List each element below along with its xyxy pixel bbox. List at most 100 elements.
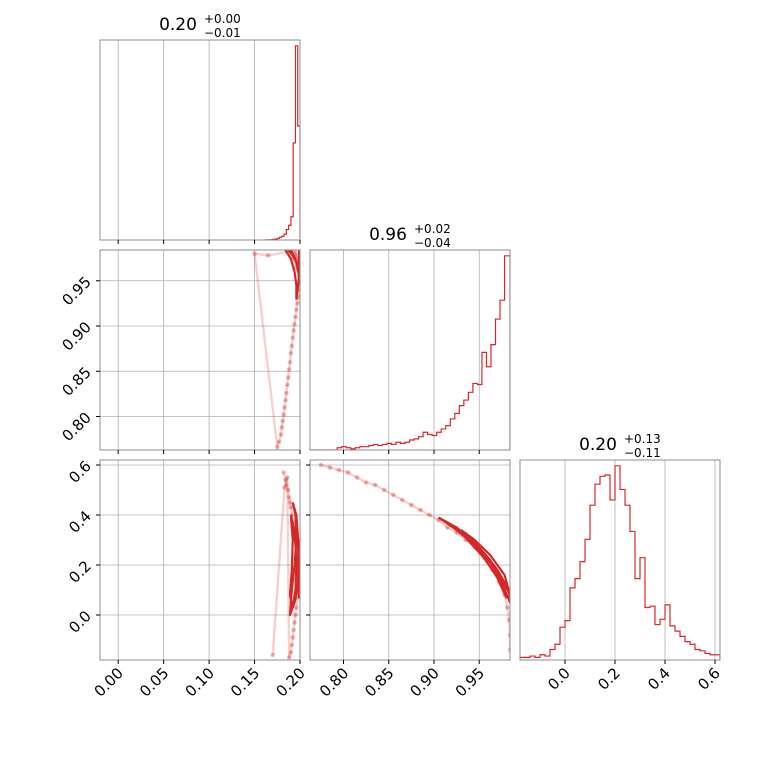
density-trace bbox=[277, 433, 283, 444]
sample-point bbox=[506, 617, 510, 623]
density-trace bbox=[286, 488, 291, 499]
density-trace bbox=[295, 596, 299, 609]
density-trace bbox=[383, 488, 395, 497]
y-tick-label: 0.2 bbox=[65, 557, 95, 587]
density-trace bbox=[292, 621, 296, 632]
sample-point bbox=[282, 405, 287, 410]
density-trace bbox=[337, 468, 350, 474]
density-trace bbox=[287, 361, 292, 371]
sample-point bbox=[399, 497, 405, 503]
density-trace bbox=[364, 481, 377, 487]
density-trace bbox=[293, 613, 297, 624]
panel-frame bbox=[99, 249, 301, 451]
y-tick-label: 0.85 bbox=[58, 363, 94, 399]
panel-frame bbox=[519, 459, 721, 661]
x-tick-label: 0.80 bbox=[316, 664, 352, 700]
x-tick-label: 0.10 bbox=[182, 664, 218, 700]
density-trace bbox=[291, 628, 295, 639]
sample-point bbox=[345, 470, 351, 475]
density-trace bbox=[287, 651, 293, 659]
density-trace bbox=[373, 483, 386, 492]
density-trace bbox=[253, 252, 279, 449]
sample-point bbox=[274, 444, 280, 450]
sample-point bbox=[354, 475, 360, 480]
panel-contents bbox=[318, 462, 510, 653]
y-tick-label: 0.80 bbox=[58, 409, 94, 445]
density-trace bbox=[283, 476, 289, 489]
sample-point bbox=[276, 439, 282, 445]
density-trace bbox=[319, 463, 332, 469]
density-trace bbox=[289, 643, 294, 654]
density-trace bbox=[282, 406, 286, 416]
contour-line bbox=[288, 514, 298, 609]
sample-point bbox=[252, 251, 257, 257]
x-tick-label: 0.00 bbox=[91, 664, 127, 700]
y-tick-label: 0.4 bbox=[65, 507, 95, 537]
panel-p1-hist: 0.96 +0.02−0.04 bbox=[309, 222, 511, 451]
density-trace bbox=[288, 351, 293, 364]
density-trace bbox=[286, 476, 291, 659]
density-trace bbox=[286, 376, 290, 387]
density-trace bbox=[392, 493, 404, 502]
sample-point bbox=[285, 487, 291, 493]
sample-point bbox=[504, 605, 510, 610]
x-tick-label: 0.4 bbox=[644, 664, 674, 694]
density-trace bbox=[419, 508, 431, 517]
sample-point bbox=[445, 525, 450, 530]
sample-point bbox=[285, 375, 291, 381]
panel-p2-vs-p0 bbox=[99, 459, 301, 661]
panel-frame bbox=[99, 459, 301, 661]
density-trace bbox=[293, 315, 297, 326]
hist-title-minus: −0.01 bbox=[204, 26, 241, 40]
sample-point bbox=[292, 620, 297, 625]
panel-frame bbox=[309, 249, 511, 451]
x-tick-label: 0.15 bbox=[227, 664, 263, 700]
panel-p2-hist: 0.20 +0.13−0.11 bbox=[519, 432, 721, 661]
sample-point bbox=[288, 350, 294, 356]
density-trace bbox=[355, 476, 368, 484]
density-trace bbox=[446, 526, 458, 534]
hist-title-minus: −0.11 bbox=[624, 446, 661, 460]
x-tick-label: 0.90 bbox=[406, 664, 442, 700]
sample-point bbox=[290, 635, 296, 640]
density-trace bbox=[437, 518, 449, 529]
density-trace bbox=[284, 478, 288, 487]
density-trace bbox=[290, 336, 294, 348]
sample-point bbox=[294, 300, 300, 306]
sample-point bbox=[284, 475, 290, 480]
hist-title-median: 0.96 bbox=[369, 225, 407, 245]
density-trace bbox=[293, 250, 297, 255]
hist-title-median: 0.20 bbox=[579, 435, 617, 455]
sample-point bbox=[289, 642, 295, 648]
x-tick-label: 0.05 bbox=[136, 664, 172, 700]
sample-point bbox=[286, 655, 292, 660]
density-trace bbox=[285, 383, 289, 395]
sample-point bbox=[390, 492, 396, 498]
density-trace bbox=[276, 440, 281, 449]
sample-point bbox=[363, 480, 369, 485]
sample-point bbox=[270, 652, 276, 658]
hist-title-plus: +0.00 bbox=[204, 12, 241, 26]
sample-point bbox=[282, 485, 287, 490]
density-trace bbox=[286, 368, 291, 379]
y-tick-label: 0.6 bbox=[65, 457, 95, 487]
histogram-step bbox=[520, 465, 720, 660]
density-trace bbox=[289, 344, 294, 355]
panel-frame bbox=[99, 39, 301, 241]
x-tick-label: 0.85 bbox=[361, 664, 397, 700]
density-trace bbox=[271, 486, 286, 657]
sample-point bbox=[283, 390, 289, 396]
density-trace bbox=[284, 391, 288, 402]
histogram-step bbox=[265, 45, 300, 240]
sample-point bbox=[284, 382, 290, 388]
sample-point bbox=[507, 632, 510, 638]
sample-point bbox=[291, 627, 297, 633]
sample-point bbox=[293, 307, 299, 313]
sample-point bbox=[291, 328, 297, 333]
sample-point bbox=[288, 650, 294, 655]
panel-contents bbox=[252, 250, 300, 450]
sample-point bbox=[381, 487, 387, 493]
sample-point bbox=[372, 482, 378, 488]
sample-point bbox=[283, 397, 288, 403]
density-trace bbox=[294, 308, 298, 319]
